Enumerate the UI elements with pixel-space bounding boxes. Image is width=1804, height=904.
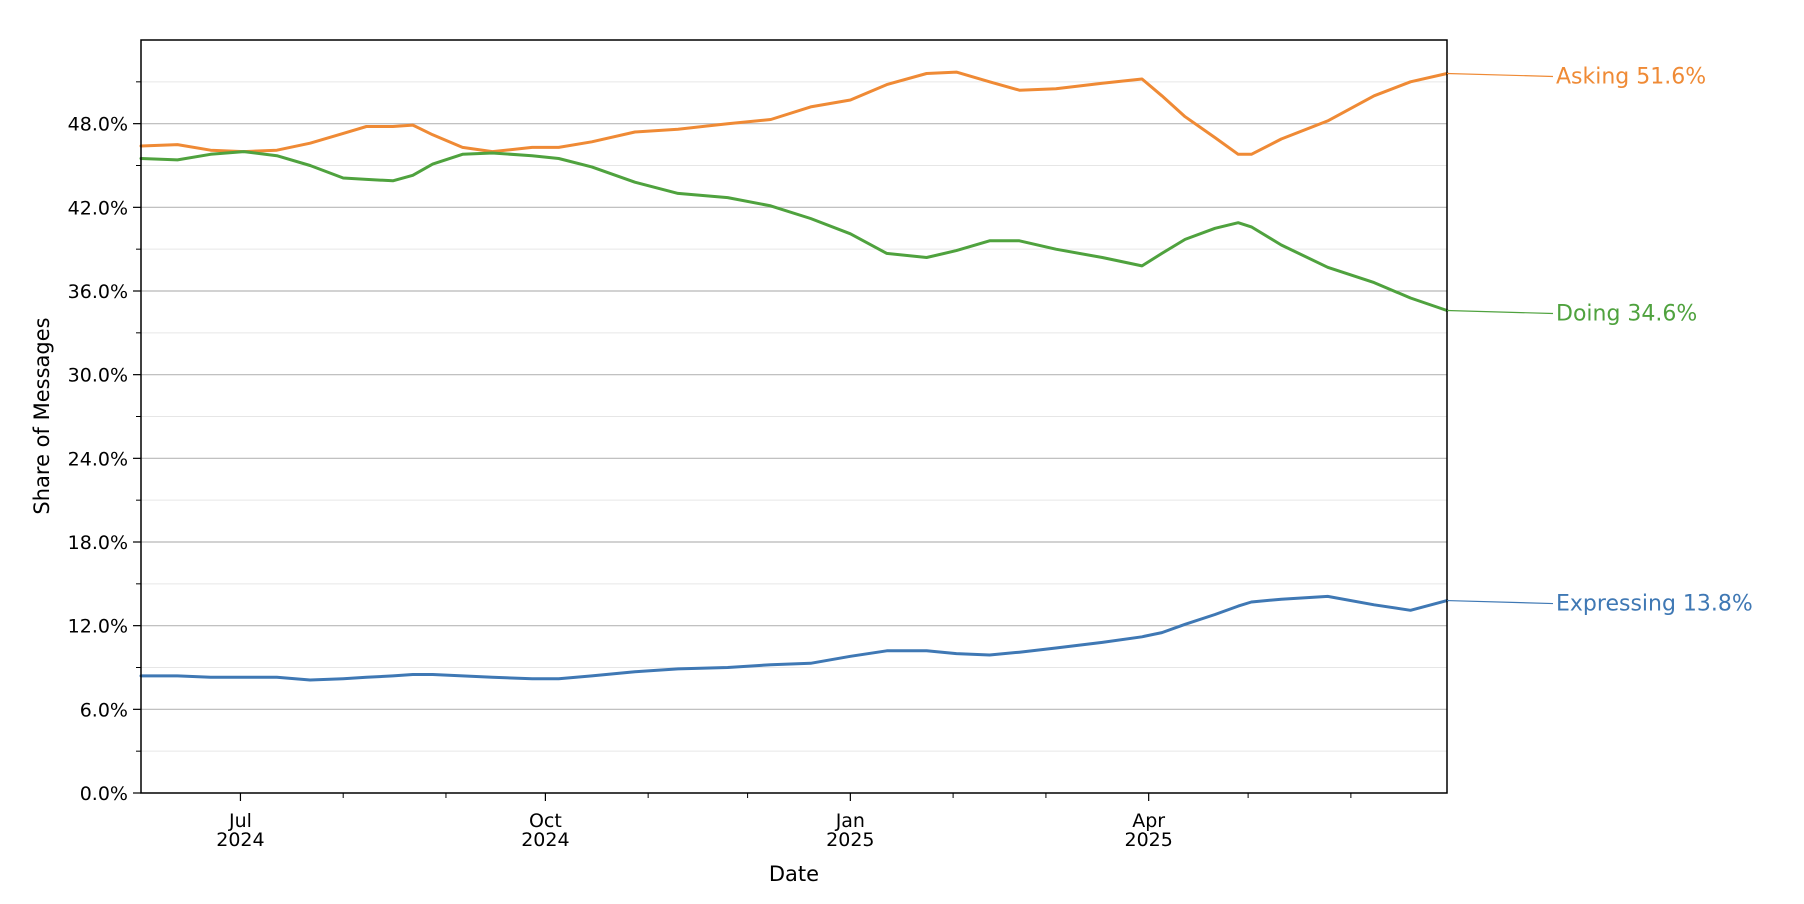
x-tick-label-year: 2024 [216, 829, 264, 851]
series-layer [139, 70, 1449, 682]
x-tick-label-month: Jul [228, 810, 252, 832]
series-line-doing [139, 150, 1449, 312]
x-tick-label-year: 2024 [521, 829, 569, 851]
x-tick-label-year: 2025 [1124, 829, 1172, 851]
ticks-layer: 0.0% 6.0% 12.0% 18.0% 24.0% 30.0% 36.0% 42.0% 48… [68, 81, 1352, 851]
series-line-expressing [139, 594, 1449, 682]
end-labels-layer: Asking 51.6% Doing 34.6% Expressing 13.8% [1446, 64, 1753, 617]
y-tick-label: 30.0% [68, 365, 128, 387]
y-tick-label: 48.0% [68, 114, 128, 136]
y-tick-label: 12.0% [68, 616, 128, 638]
y-tick-label: 0.0% [80, 783, 128, 805]
grid-layer [141, 81, 1447, 752]
y-tick-label: 36.0% [68, 281, 128, 303]
y-tick-label: 6.0% [80, 699, 128, 721]
end-label-asking: Asking 51.6% [1556, 64, 1706, 89]
x-tick-label-year: 2025 [826, 829, 874, 851]
x-tick-label-month: Apr [1132, 810, 1165, 832]
leader-line-expressing [1446, 599, 1554, 605]
leader-line-doing [1446, 309, 1554, 315]
x-tick-label-month: Oct [529, 810, 562, 832]
end-label-doing: Doing 34.6% [1556, 302, 1697, 327]
y-tick-label: 24.0% [68, 448, 128, 470]
leader-line-asking [1446, 72, 1554, 78]
y-tick-label: 18.0% [68, 532, 128, 554]
end-label-expressing: Expressing 13.8% [1556, 592, 1753, 617]
x-tick-label-month: Jan [835, 810, 865, 832]
y-tick-label: 42.0% [68, 197, 128, 219]
series-line-asking [139, 70, 1449, 156]
x-axis-label: Date [769, 862, 819, 886]
y-axis-label: Share of Messages [30, 317, 54, 514]
